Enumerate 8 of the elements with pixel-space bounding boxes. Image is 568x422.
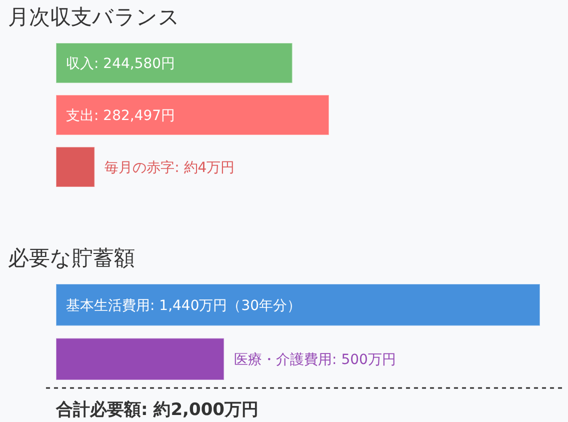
text: 合計必要額: 約2,000万円 (55, 400, 258, 420)
data-label: 毎月の赤字: 約4万円 (104, 160, 235, 176)
chart-title: 必要な貯蓄額 (8, 246, 135, 270)
data-label: 支出: 282,497円 (66, 108, 176, 124)
data-label: 医療・介護費用: 500万円 (234, 352, 396, 368)
data-label: 基本生活費用: 1,440万円（30年分） (66, 298, 302, 314)
chart-title: 月次収支バランス (8, 5, 180, 29)
data-label: 収入: 244,580円 (66, 56, 176, 72)
